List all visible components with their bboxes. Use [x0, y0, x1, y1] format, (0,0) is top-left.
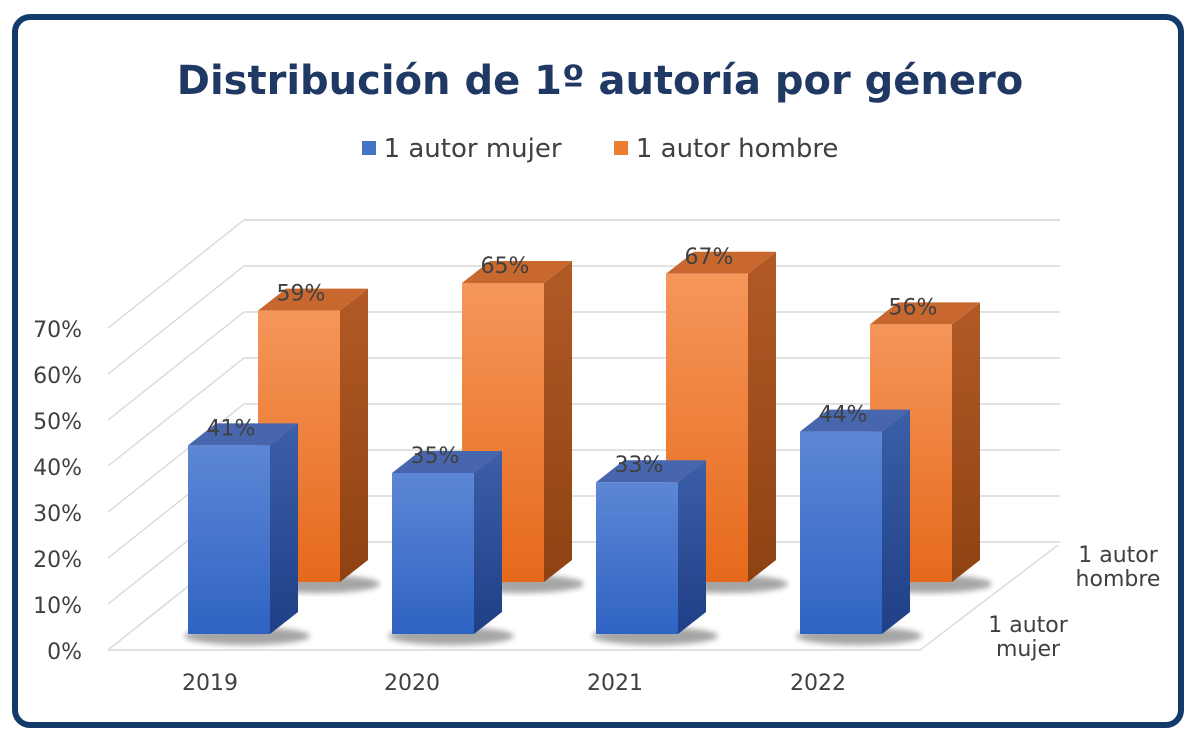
bar-side	[474, 451, 502, 634]
bar-female-2020	[388, 451, 514, 645]
bar-male-2020	[458, 261, 584, 593]
category-label: 2021	[587, 671, 643, 696]
y-tick-label: 50%	[33, 410, 82, 435]
bar-side	[270, 423, 298, 634]
gridline	[107, 265, 1060, 375]
data-label: 33%	[615, 453, 664, 478]
bar-front	[188, 445, 270, 634]
data-label: 56%	[889, 295, 938, 320]
data-label: 65%	[481, 254, 530, 279]
bar-front	[392, 473, 474, 634]
bar-side	[678, 460, 706, 634]
y-tick-label: 10%	[33, 594, 82, 619]
legend-item-male: 1 autor hombre	[613, 134, 839, 164]
gridline	[107, 357, 1060, 467]
bar-front	[800, 431, 882, 634]
bar-side	[952, 302, 980, 582]
labels: 0% 10% 20% 30% 40% 50% 60% 70% 59% 65% 67% 56% 41% 35…	[33, 245, 1160, 696]
y-tick-label: 0%	[47, 640, 82, 665]
bar-top	[258, 288, 368, 311]
data-label: 35%	[411, 444, 460, 469]
chart-title: Distribución de 1º autoría por género	[176, 58, 1024, 104]
floor-edge	[108, 544, 1059, 651]
series-axis-label: mujer	[996, 637, 1061, 662]
bar-front	[596, 482, 678, 634]
gridline	[107, 311, 1060, 421]
bar-side	[544, 261, 572, 582]
legend-swatch-female	[361, 140, 376, 155]
data-label: 44%	[819, 403, 868, 428]
bar-female-2022	[796, 409, 922, 645]
gridline	[107, 403, 1060, 513]
y-tick-label: 70%	[33, 318, 82, 343]
bar-top	[392, 451, 502, 473]
legend-swatch-male	[613, 140, 628, 155]
bar-female-2019	[184, 423, 310, 645]
bar-top	[666, 251, 776, 274]
bar-side	[340, 288, 368, 582]
series-axis-label: hombre	[1076, 567, 1161, 592]
data-label: 67%	[685, 245, 734, 270]
y-tick-label: 20%	[33, 548, 82, 573]
bar-top	[870, 302, 980, 325]
data-label: 59%	[277, 282, 326, 307]
bar-top	[462, 261, 572, 283]
y-tick-label: 40%	[33, 456, 82, 481]
category-label: 2019	[182, 671, 238, 696]
series-axis-label: 1 autor	[1078, 543, 1159, 568]
legend-label-male: 1 autor hombre	[635, 134, 839, 164]
series-axis-label: 1 autor	[988, 613, 1069, 638]
bar-side	[748, 251, 776, 583]
bar-side	[882, 409, 910, 634]
y-tick-label: 30%	[33, 502, 82, 527]
chart-legend: 1 autor mujer 1 autor hombre	[0, 134, 1200, 164]
legend-item-female: 1 autor mujer	[361, 134, 562, 164]
y-tick-label: 60%	[33, 364, 82, 389]
bar-female-2021	[592, 460, 718, 645]
bar-top	[188, 423, 298, 446]
category-label: 2020	[384, 671, 440, 696]
bars	[184, 251, 992, 645]
data-label: 41%	[207, 416, 256, 441]
bar-top	[596, 460, 706, 483]
legend-label-female: 1 autor mujer	[383, 134, 562, 164]
bar-top	[800, 409, 910, 432]
category-label: 2022	[790, 671, 846, 696]
